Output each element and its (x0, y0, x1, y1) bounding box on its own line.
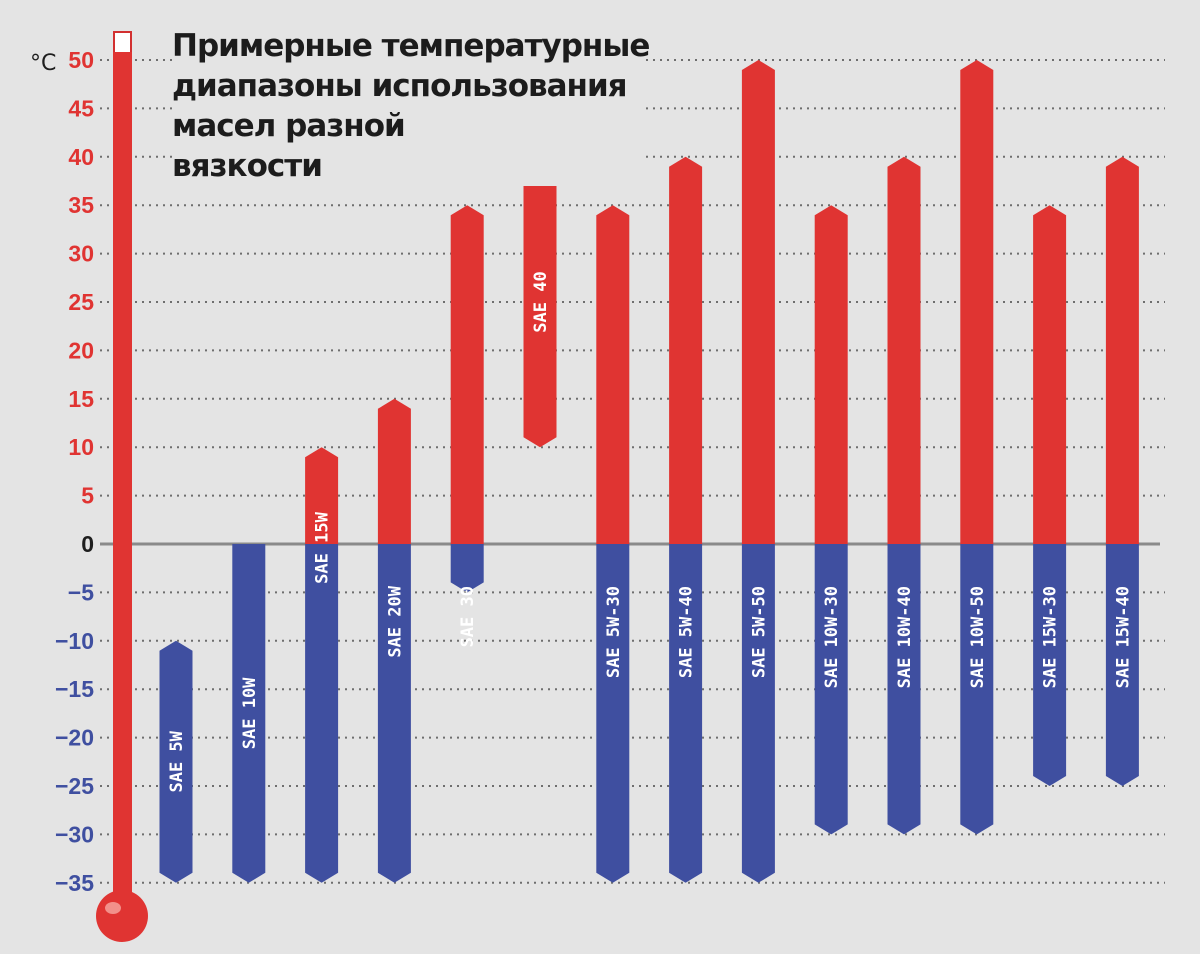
bar-positive (669, 156, 703, 545)
bar-label: SAE 10W-30 (822, 586, 842, 688)
bar-label: SAE 10W (240, 677, 260, 749)
bar-negative (159, 640, 193, 883)
bar-label: SAE 15W-40 (1113, 586, 1133, 688)
title-line: диапазоны использования (172, 68, 628, 104)
title-line: Примерные температурные (172, 28, 650, 64)
bar-label: SAE 20W (385, 585, 405, 657)
bar-negative (814, 544, 848, 835)
bar-label: SAE 15W (313, 511, 333, 583)
y-tick-label: 25 (68, 289, 94, 315)
bar: SAE 15W (305, 447, 339, 883)
bar-negative (450, 544, 484, 593)
thermometer-highlight (105, 902, 121, 914)
bar-label: SAE 15W-30 (1041, 586, 1061, 688)
bar: SAE 30 (450, 205, 484, 647)
bar-positive (305, 447, 339, 544)
thermometer-tube (113, 52, 132, 922)
bar: SAE 10W (232, 544, 266, 883)
bar: SAE 15W-40 (1105, 156, 1139, 786)
bar: SAE 5W (159, 640, 193, 883)
y-tick-label: 45 (68, 95, 94, 121)
bar-positive (887, 156, 921, 545)
y-tick-label: −20 (55, 725, 94, 751)
bar-positive (960, 60, 994, 544)
y-tick-label: −5 (68, 579, 94, 605)
bar-label: SAE 10W-40 (895, 586, 915, 688)
bar-positive (450, 205, 484, 544)
title-line: вязкости (172, 148, 323, 184)
thermometer-top (113, 31, 132, 55)
bar: SAE 10W-50 (960, 60, 994, 835)
y-tick-label: 30 (68, 241, 94, 267)
bar-negative (232, 544, 266, 883)
bar-positive (377, 398, 411, 544)
y-tick-label: 5 (81, 483, 94, 509)
y-tick-label: −15 (55, 676, 94, 702)
bar: SAE 10W-40 (887, 156, 921, 835)
y-tick-label: 15 (68, 386, 94, 412)
bars: SAE 5W SAE 10W SAE 15W SAE 20W SAE 30 SAE 40 S… (159, 60, 1139, 883)
bar-positive (741, 60, 775, 544)
y-tick-label: 20 (68, 337, 94, 363)
bar: SAE 5W-40 (669, 156, 703, 883)
bar: SAE 5W-50 (741, 60, 775, 883)
bar-positive (814, 205, 848, 544)
bar-label: SAE 10W-50 (968, 586, 988, 688)
y-tick-label: 35 (68, 192, 94, 218)
bar-label: SAE 30 (458, 586, 478, 647)
bar: SAE 20W (377, 398, 411, 883)
bar-label: SAE 5W (167, 730, 187, 792)
bar-negative (887, 544, 921, 835)
title-line: масел разной (172, 108, 406, 144)
bar-negative (305, 544, 339, 883)
bar: SAE 15W-30 (1033, 205, 1067, 786)
bar-negative (596, 544, 630, 883)
y-tick-label: 40 (68, 144, 94, 170)
y-tick-label: 50 (68, 47, 94, 73)
bar-positive (1105, 156, 1139, 545)
bar-negative (669, 544, 703, 883)
bar-label: SAE 5W-50 (749, 586, 769, 678)
bar: SAE 5W-30 (596, 205, 630, 883)
bar-negative (1033, 544, 1067, 786)
unit-label: °C (30, 51, 56, 76)
bar-negative (741, 544, 775, 883)
bar-positive (596, 205, 630, 544)
bar: SAE 40 (523, 156, 557, 448)
y-tick-label: −35 (55, 870, 94, 896)
bar-label: SAE 5W-40 (677, 586, 697, 678)
bar-label: SAE 5W-30 (604, 586, 624, 678)
y-tick-label: 0 (81, 531, 94, 557)
bar-positive (1033, 205, 1067, 544)
bar-positive (523, 156, 557, 448)
y-tick-label: 10 (68, 434, 94, 460)
y-tick-label: −10 (55, 628, 94, 654)
bar: SAE 10W-30 (814, 205, 848, 835)
y-tick-label: −30 (55, 821, 94, 847)
bar-negative (960, 544, 994, 835)
y-tick-label: −25 (55, 773, 94, 799)
bar-negative (377, 544, 411, 883)
thermometer-bulb (96, 890, 148, 942)
thermometer-scale (96, 31, 148, 942)
bar-negative (1105, 544, 1139, 786)
chart-title: Примерные температурные диапазоны исполь… (172, 26, 650, 186)
bar-label: SAE 40 (531, 271, 551, 332)
